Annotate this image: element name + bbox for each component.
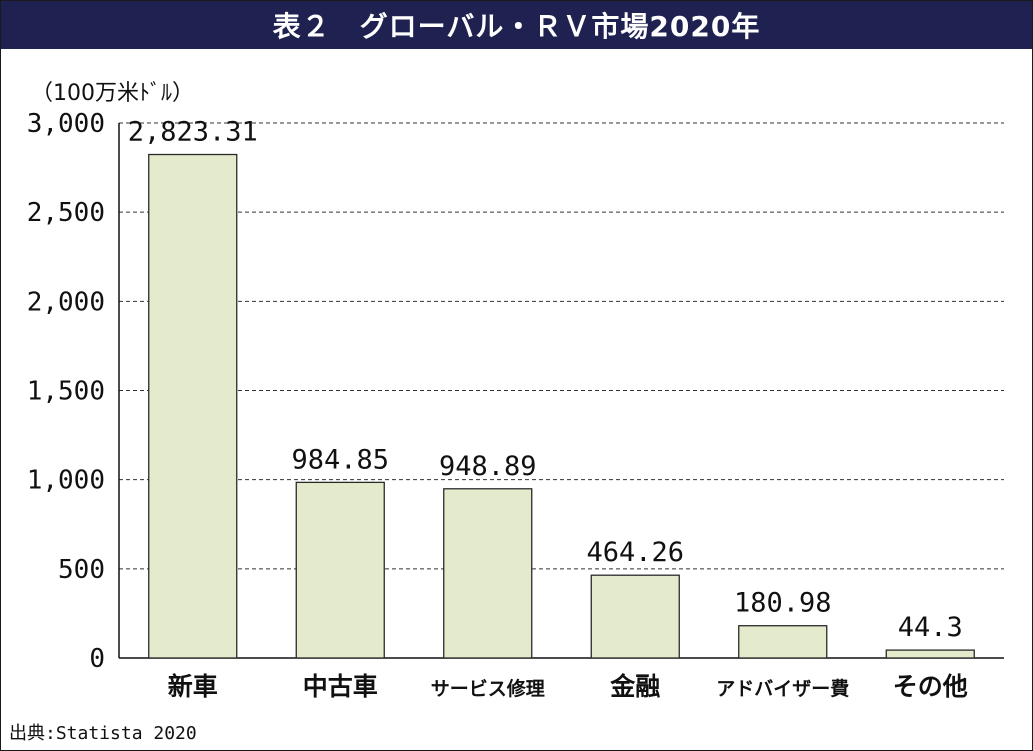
x-tick-label: 金融 [609, 672, 660, 701]
bar [443, 488, 533, 659]
data-label: 44.3 [898, 612, 963, 643]
y-tick-label: 2,000 [27, 287, 105, 317]
y-tick-label: 1,500 [27, 377, 105, 407]
y-tick-label: 3,000 [27, 109, 105, 139]
bar [590, 574, 680, 659]
x-tick-label: 新車 [168, 672, 218, 701]
chart-title: 表２ グローバル・ＲＶ市場2020年 [272, 10, 761, 43]
x-tick-label: 中古車 [303, 672, 378, 701]
y-tick-label: 2,500 [27, 198, 105, 228]
y-tick-label: 1,000 [27, 466, 105, 496]
data-label: 984.85 [291, 444, 389, 475]
x-tick-label: サービス修理 [431, 677, 545, 700]
source-note: 出典:Statista 2020 [9, 723, 197, 744]
y-tick-label: 500 [58, 555, 105, 585]
bar [295, 481, 385, 659]
bar [148, 153, 238, 659]
bar [738, 625, 828, 659]
data-label: 180.98 [734, 588, 832, 619]
x-tick-label: その他 [893, 672, 968, 701]
data-label: 464.26 [586, 537, 684, 568]
x-tick-label: アドバイザー費 [716, 677, 849, 700]
title-bar: 表２ グローバル・ＲＶ市場2020年 [1, 1, 1032, 49]
data-label: 948.89 [439, 451, 537, 482]
y-tick-label: 0 [89, 644, 105, 674]
bar [885, 649, 975, 659]
data-label: 2,823.31 [128, 117, 258, 148]
y-axis-unit-label: （100万米ﾄﾞﾙ） [31, 81, 194, 106]
